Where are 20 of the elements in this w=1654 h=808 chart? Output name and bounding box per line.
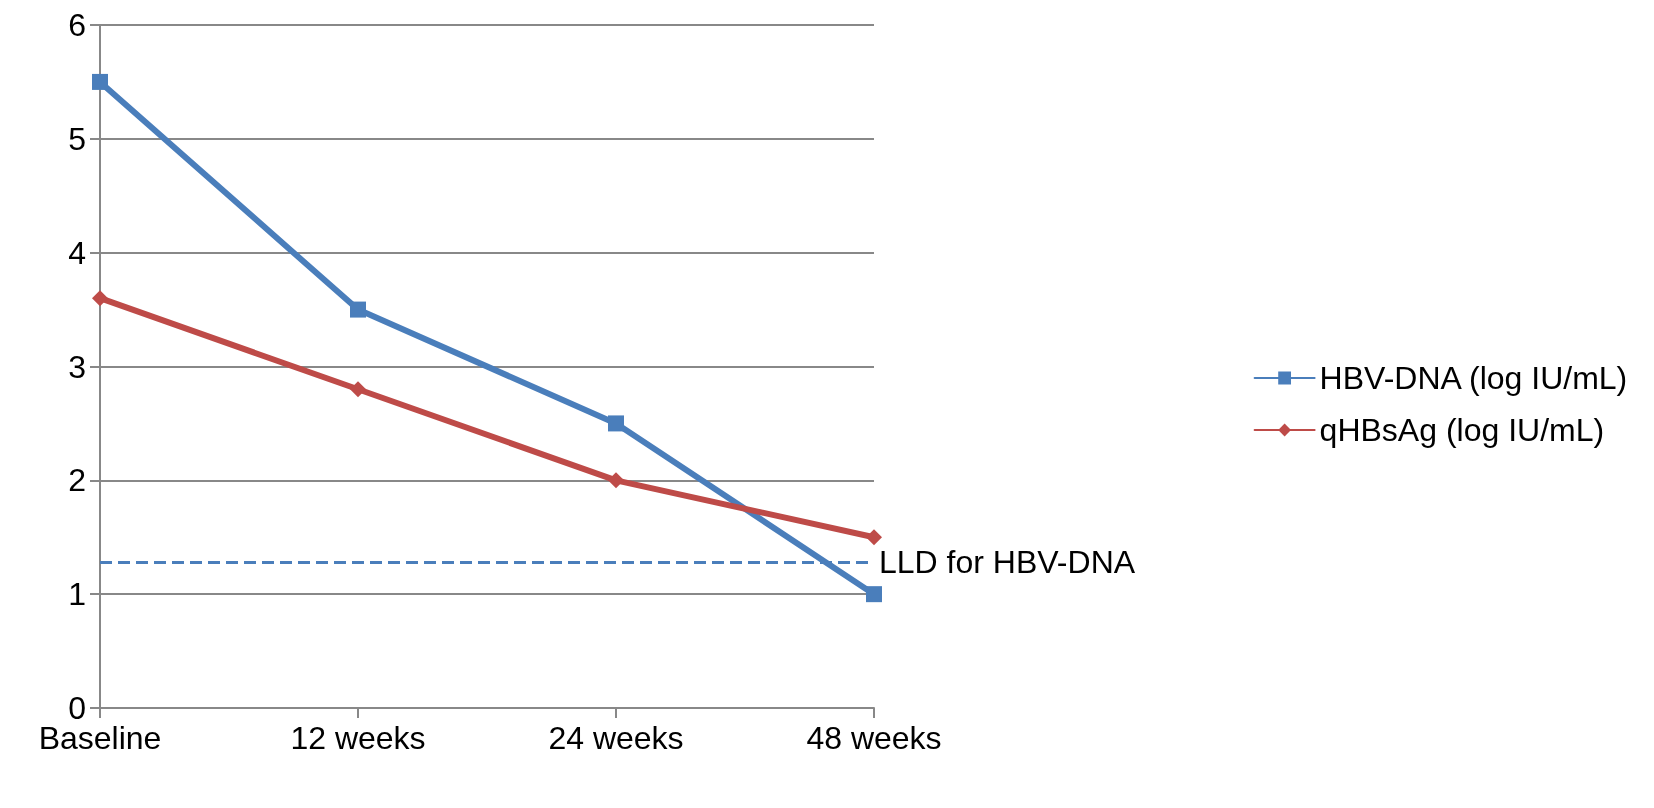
x-tick-label: 12 weeks bbox=[290, 720, 426, 756]
point bbox=[92, 290, 108, 307]
x-tick-label: 24 weeks bbox=[548, 720, 684, 756]
y-tick-label: 2 bbox=[68, 462, 86, 499]
legend-label: qHBsAg (log IU/mL) bbox=[1319, 412, 1605, 448]
x-tick-label: 48 weeks bbox=[806, 720, 942, 756]
point bbox=[866, 586, 882, 603]
y-tick-label: 6 bbox=[68, 7, 86, 43]
ref-line-label: LLD for HBV-DNA bbox=[879, 544, 1136, 581]
point bbox=[350, 301, 366, 318]
y-tick-label: 3 bbox=[68, 348, 86, 385]
point bbox=[866, 529, 882, 546]
y-tick-label: 4 bbox=[68, 234, 86, 271]
point bbox=[608, 415, 624, 432]
y-tick-label: 5 bbox=[68, 120, 86, 157]
point bbox=[608, 472, 624, 489]
point bbox=[92, 73, 108, 90]
point bbox=[350, 381, 366, 398]
y-tick-label: 1 bbox=[68, 576, 86, 613]
legend-label: HBV-DNA (log IU/mL) bbox=[1319, 360, 1628, 396]
